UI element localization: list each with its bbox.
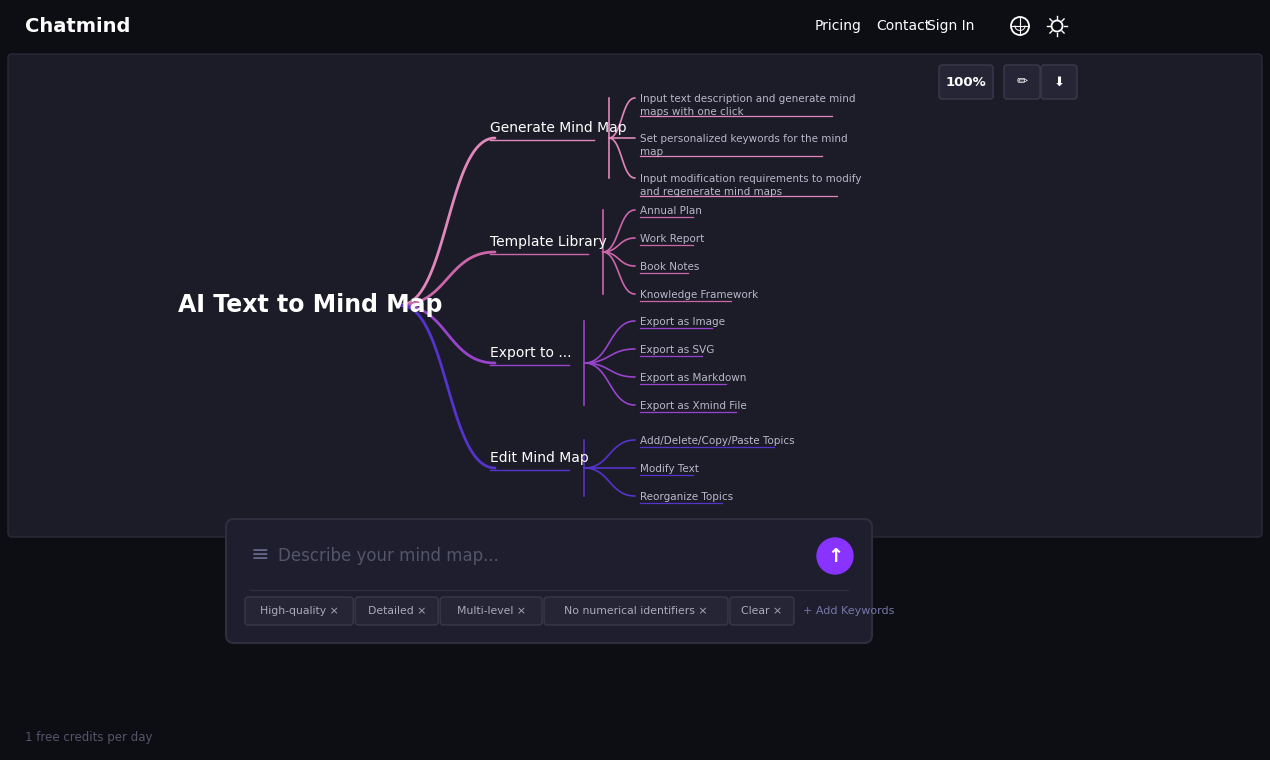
FancyBboxPatch shape (1041, 65, 1077, 99)
Text: ≡: ≡ (250, 545, 269, 565)
Text: Export as SVG: Export as SVG (640, 345, 714, 355)
Text: Pricing: Pricing (815, 19, 862, 33)
Text: Export as Image: Export as Image (640, 317, 725, 327)
Text: Describe your mind map...: Describe your mind map... (278, 547, 499, 565)
Text: Export as Markdown: Export as Markdown (640, 373, 747, 383)
Text: No numerical identifiers ×: No numerical identifiers × (564, 606, 707, 616)
FancyBboxPatch shape (730, 597, 794, 625)
Text: ✏: ✏ (1016, 75, 1027, 88)
Text: Chatmind: Chatmind (25, 17, 131, 36)
Text: Input text description and generate mind
maps with one click: Input text description and generate mind… (640, 94, 856, 117)
Text: Annual Plan: Annual Plan (640, 206, 702, 216)
Text: Modify Text: Modify Text (640, 464, 699, 474)
Text: ↑: ↑ (827, 546, 843, 565)
Text: Input modification requirements to modify
and regenerate mind maps: Input modification requirements to modif… (640, 174, 861, 197)
Text: Export to ...: Export to ... (490, 346, 572, 360)
Text: Edit Mind Map: Edit Mind Map (490, 451, 589, 465)
Text: Knowledge Framework: Knowledge Framework (640, 290, 758, 300)
Text: Work Report: Work Report (640, 234, 705, 244)
FancyBboxPatch shape (544, 597, 728, 625)
Text: Multi-level ×: Multi-level × (457, 606, 526, 616)
Text: + Add Keywords: + Add Keywords (803, 606, 894, 616)
Text: Template Library: Template Library (490, 235, 607, 249)
FancyBboxPatch shape (8, 54, 1262, 537)
Text: ⬇: ⬇ (1053, 75, 1064, 88)
Text: Contact: Contact (876, 19, 930, 33)
Text: Sign In: Sign In (927, 19, 974, 33)
FancyBboxPatch shape (441, 597, 542, 625)
Text: Book Notes: Book Notes (640, 262, 700, 272)
Text: High-quality ×: High-quality × (260, 606, 339, 616)
FancyBboxPatch shape (226, 519, 872, 643)
Circle shape (817, 538, 853, 574)
FancyBboxPatch shape (1005, 65, 1040, 99)
Text: 1 free credits per day: 1 free credits per day (25, 731, 152, 745)
FancyBboxPatch shape (939, 65, 993, 99)
Text: Detailed ×: Detailed × (367, 606, 425, 616)
FancyBboxPatch shape (356, 597, 438, 625)
Text: Export as Xmind File: Export as Xmind File (640, 401, 747, 411)
Text: 100%: 100% (946, 75, 987, 88)
Text: AI Text to Mind Map: AI Text to Mind Map (178, 293, 442, 317)
Text: Set personalized keywords for the mind
map: Set personalized keywords for the mind m… (640, 134, 847, 157)
FancyBboxPatch shape (245, 597, 353, 625)
Text: Clear ×: Clear × (742, 606, 782, 616)
Text: Add/Delete/Copy/Paste Topics: Add/Delete/Copy/Paste Topics (640, 436, 795, 446)
Text: Generate Mind Map: Generate Mind Map (490, 121, 626, 135)
Text: Reorganize Topics: Reorganize Topics (640, 492, 733, 502)
FancyBboxPatch shape (0, 0, 1270, 52)
